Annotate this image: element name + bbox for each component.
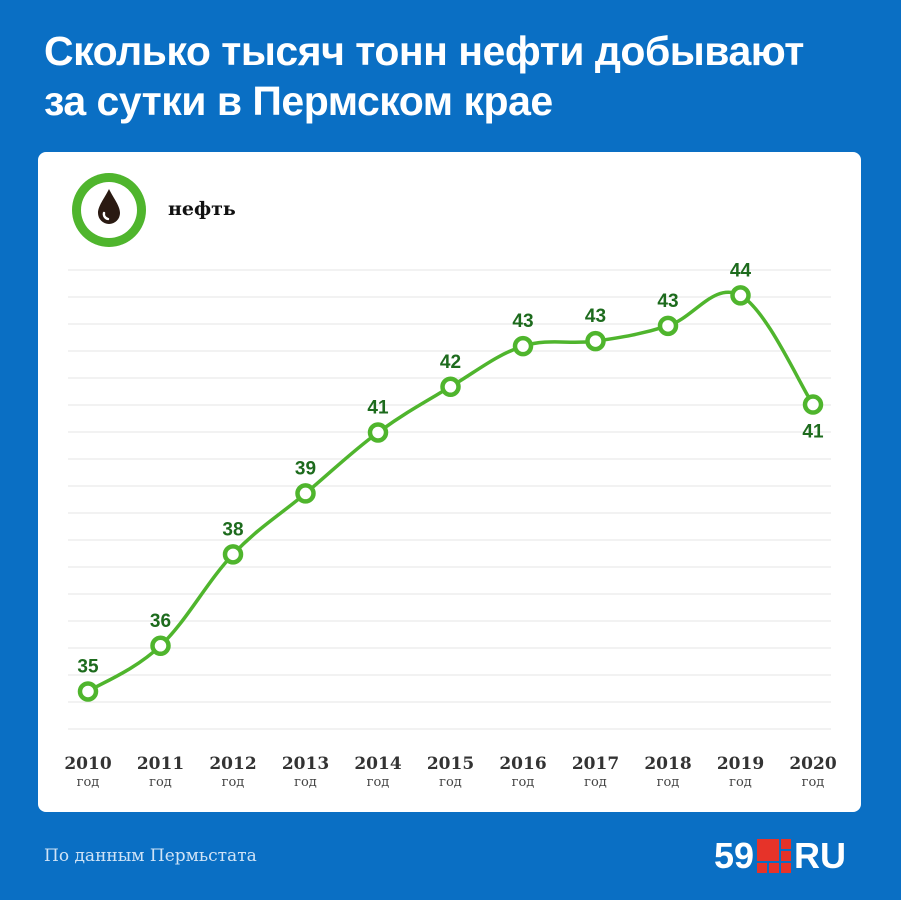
x-tick-label: 2014 <box>354 754 401 774</box>
data-point <box>150 635 171 657</box>
x-tick-sublabel: год <box>584 775 607 790</box>
x-tick-label: 2019 <box>717 754 764 774</box>
data-label: 36 <box>150 611 171 632</box>
data-point <box>440 376 461 398</box>
x-tick-sublabel: год <box>367 775 390 790</box>
data-point <box>657 315 679 337</box>
x-tick-sublabel: год <box>77 775 100 790</box>
brand-domain: RU <box>794 835 847 876</box>
data-label: 44 <box>730 260 752 281</box>
x-tick-label: 2012 <box>209 754 256 774</box>
legend-label: нефть <box>168 198 236 220</box>
brand-logo: 59 RU <box>714 835 847 876</box>
x-tick-label: 2020 <box>789 754 836 774</box>
data-point <box>730 285 751 306</box>
x-tick-label: 2016 <box>499 754 546 774</box>
brand-square-icon <box>757 839 792 873</box>
data-label: 42 <box>440 352 461 373</box>
source-note: По данным Пермьстата <box>44 846 257 866</box>
x-tick-label: 2011 <box>137 754 184 774</box>
data-label: 43 <box>657 291 678 312</box>
x-tick-sublabel: год <box>222 775 245 790</box>
x-tick-sublabel: год <box>657 775 680 790</box>
x-tick-sublabel: год <box>439 775 462 790</box>
x-tick-label: 2010 <box>64 754 111 774</box>
data-point <box>222 544 244 565</box>
x-tick-label: 2018 <box>644 754 691 774</box>
data-point <box>77 681 99 702</box>
x-tick-sublabel: год <box>512 775 535 790</box>
brand-number: 59 <box>714 835 755 876</box>
title-line-2: за сутки в Пермском крае <box>44 78 553 124</box>
data-label: 35 <box>77 656 99 677</box>
data-label: 41 <box>367 397 389 418</box>
data-point <box>295 483 316 504</box>
oil-drop-icon <box>72 173 146 247</box>
chart-card: нефть 35 36 38 39 41 42 43 43 43 44 41 2010 год 2011… <box>38 152 861 812</box>
data-point <box>367 422 389 443</box>
page-title: Сколько тысяч тонн нефти добывают за сут… <box>44 26 874 126</box>
data-point <box>585 330 606 352</box>
data-point <box>512 335 534 357</box>
x-tick-label: 2013 <box>282 754 329 774</box>
x-tick-label: 2015 <box>427 754 474 774</box>
data-label: 43 <box>512 311 533 332</box>
data-point <box>802 394 824 415</box>
title-line-1: Сколько тысяч тонн нефти добывают <box>44 28 804 74</box>
x-tick-label: 2017 <box>572 754 619 774</box>
data-label: 39 <box>295 458 316 479</box>
x-tick-sublabel: год <box>149 775 172 790</box>
data-label: 38 <box>222 519 243 540</box>
x-tick-sublabel: год <box>294 775 317 790</box>
data-label: 43 <box>585 306 606 327</box>
x-tick-sublabel: год <box>802 775 825 790</box>
data-label: 41 <box>802 422 824 443</box>
x-tick-sublabel: год <box>729 775 752 790</box>
